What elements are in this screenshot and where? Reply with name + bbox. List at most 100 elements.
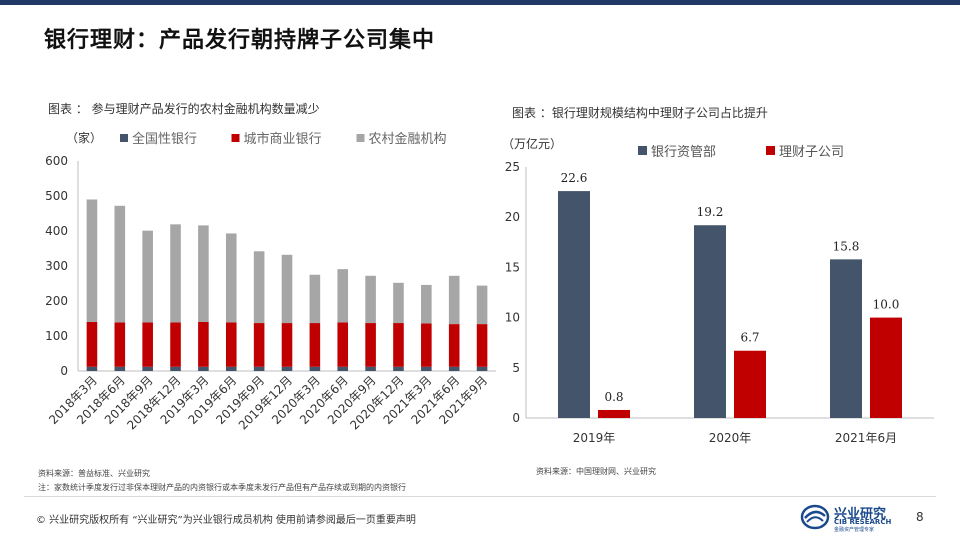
footer-divider bbox=[24, 496, 936, 497]
right-source-note: 资料来源：中国理财网、兴业研究 bbox=[536, 467, 656, 476]
bar-1-9 bbox=[337, 322, 349, 367]
bar-1-8 bbox=[309, 323, 321, 367]
bar-1-6 bbox=[253, 323, 265, 367]
bar-1-10 bbox=[365, 323, 376, 367]
left-ytick-4: 400 bbox=[45, 224, 68, 238]
bar-0-10 bbox=[365, 366, 376, 371]
bar-2-0 bbox=[86, 199, 98, 322]
data-label-r1-1: 6.7 bbox=[740, 331, 759, 345]
bar-r0-0 bbox=[558, 191, 590, 418]
right-xtick-2: 2021年6月 bbox=[835, 431, 897, 445]
data-label-r0-0: 22.6 bbox=[561, 171, 588, 185]
bar-2-4 bbox=[198, 225, 209, 322]
right-grouped-bar-chart: （万亿元） 银行资管部 理财子公司 0 5 10 15 20 25 22.6 0.8 2019年 19.… bbox=[502, 136, 934, 445]
page-title: 银行理财：产品发行朝持牌子公司集中 bbox=[44, 28, 436, 53]
right-xtick-1: 2020年 bbox=[709, 431, 752, 445]
cib-logo-icon bbox=[800, 504, 830, 530]
page-number: 8 bbox=[916, 510, 924, 524]
bar-1-11 bbox=[393, 323, 404, 367]
left-ytick-2: 200 bbox=[45, 294, 68, 308]
data-label-r1-2: 10.0 bbox=[873, 298, 900, 312]
left-ytick-6: 600 bbox=[45, 154, 68, 168]
left-source-note: 资料来源：普益标准、兴业研究 bbox=[38, 469, 150, 478]
left-ytick-5: 500 bbox=[45, 189, 68, 203]
bar-1-7 bbox=[281, 323, 293, 367]
bar-2-8 bbox=[309, 274, 321, 324]
left-ytick-1: 100 bbox=[45, 329, 68, 343]
left-ytick-3: 300 bbox=[45, 259, 68, 273]
bar-0-0 bbox=[86, 366, 98, 371]
bar-0-2 bbox=[142, 366, 153, 371]
bar-2-13 bbox=[448, 275, 460, 325]
cib-research-logo: 兴业研究 CIB RESEARCH 金融资产管理专家 bbox=[800, 501, 900, 535]
legend-label-1: 城市商业银行 bbox=[244, 131, 322, 147]
bar-2-14 bbox=[476, 285, 488, 325]
bar-0-13 bbox=[448, 366, 460, 371]
bar-0-8 bbox=[309, 366, 321, 371]
legend-swatch-2 bbox=[356, 134, 365, 142]
bar-2-12 bbox=[421, 284, 432, 324]
bar-r1-1 bbox=[734, 350, 766, 418]
bar-r0-2 bbox=[830, 259, 862, 418]
bar-0-12 bbox=[421, 366, 432, 371]
legend-label-2: 农村金融机构 bbox=[369, 131, 447, 147]
logo-text-cn: 兴业研究 bbox=[834, 507, 887, 522]
right-ytick-0: 0 bbox=[512, 411, 520, 425]
left-footnote: 注：家数统计季度发行过非保本理财产品的内资银行或本季度未发行产品但有产品存续或到… bbox=[38, 483, 406, 492]
right-chart-caption: 图表 ：银行理财规模结构中理财子公司占比提升 bbox=[512, 106, 768, 120]
right-ytick-4: 20 bbox=[505, 210, 520, 224]
bar-1-5 bbox=[225, 322, 237, 367]
bar-0-3 bbox=[170, 366, 181, 371]
bar-2-5 bbox=[225, 233, 237, 323]
bar-r0-1 bbox=[694, 225, 726, 418]
legend-swatch-r0 bbox=[638, 146, 647, 155]
bar-2-3 bbox=[170, 224, 181, 323]
data-label-r0-2: 15.8 bbox=[833, 239, 860, 253]
data-label-r0-1: 19.2 bbox=[697, 205, 724, 219]
bar-0-14 bbox=[476, 366, 488, 371]
bar-0-1 bbox=[114, 366, 126, 371]
left-chart-caption: 图表 ： 参与理财产品发行的农村金融机构数量减少 bbox=[48, 102, 320, 116]
bar-0-7 bbox=[281, 366, 293, 371]
bar-1-0 bbox=[86, 322, 98, 367]
bar-1-3 bbox=[170, 322, 181, 367]
bar-1-4 bbox=[198, 322, 209, 367]
legend-swatch-0 bbox=[120, 134, 128, 142]
right-ytick-1: 5 bbox=[512, 361, 520, 375]
bar-2-11 bbox=[393, 282, 404, 324]
legend-swatch-r1 bbox=[766, 146, 775, 155]
bar-1-1 bbox=[114, 322, 126, 367]
bar-1-13 bbox=[448, 324, 460, 367]
bar-0-5 bbox=[225, 366, 237, 371]
bar-r1-0 bbox=[598, 409, 630, 418]
right-ytick-2: 10 bbox=[505, 311, 520, 325]
bar-2-7 bbox=[281, 254, 293, 324]
bar-2-10 bbox=[365, 275, 376, 324]
bar-r1-2 bbox=[870, 317, 902, 418]
legend-label-r1: 理财子公司 bbox=[779, 145, 844, 160]
bar-2-2 bbox=[142, 230, 153, 323]
right-ytick-3: 15 bbox=[505, 260, 520, 274]
legend-label-r0: 银行资管部 bbox=[651, 145, 716, 160]
bar-0-4 bbox=[198, 366, 209, 371]
right-ytick-5: 25 bbox=[505, 160, 520, 174]
logo-text-sub: 金融资产管理专家 bbox=[834, 527, 875, 533]
bar-1-2 bbox=[142, 322, 153, 367]
bar-0-6 bbox=[253, 366, 265, 371]
left-ytick-0: 0 bbox=[60, 364, 68, 378]
left-stacked-bar-chart: （家） 全国性银行 城市商业银行 农村金融机构01002003004005006002… bbox=[45, 130, 496, 432]
logo-text-en: CIB RESEARCH bbox=[834, 518, 892, 526]
data-label-r1-0: 0.8 bbox=[604, 390, 623, 404]
top-accent-bar bbox=[0, 0, 960, 5]
legend-label-0: 全国性银行 bbox=[132, 131, 197, 147]
footer-copyright: © 兴业研究版权所有 “兴业研究”为兴业银行成员机构 使用前请参阅最后一页重要声… bbox=[36, 515, 416, 526]
bar-2-9 bbox=[337, 269, 349, 323]
right-xtick-0: 2019年 bbox=[573, 431, 616, 445]
bar-0-11 bbox=[393, 366, 404, 371]
bar-0-9 bbox=[337, 366, 349, 371]
bar-2-1 bbox=[114, 205, 126, 323]
left-unit-label: （家） bbox=[66, 130, 102, 145]
legend-swatch-1 bbox=[231, 134, 240, 142]
right-unit-label: （万亿元） bbox=[502, 136, 562, 151]
